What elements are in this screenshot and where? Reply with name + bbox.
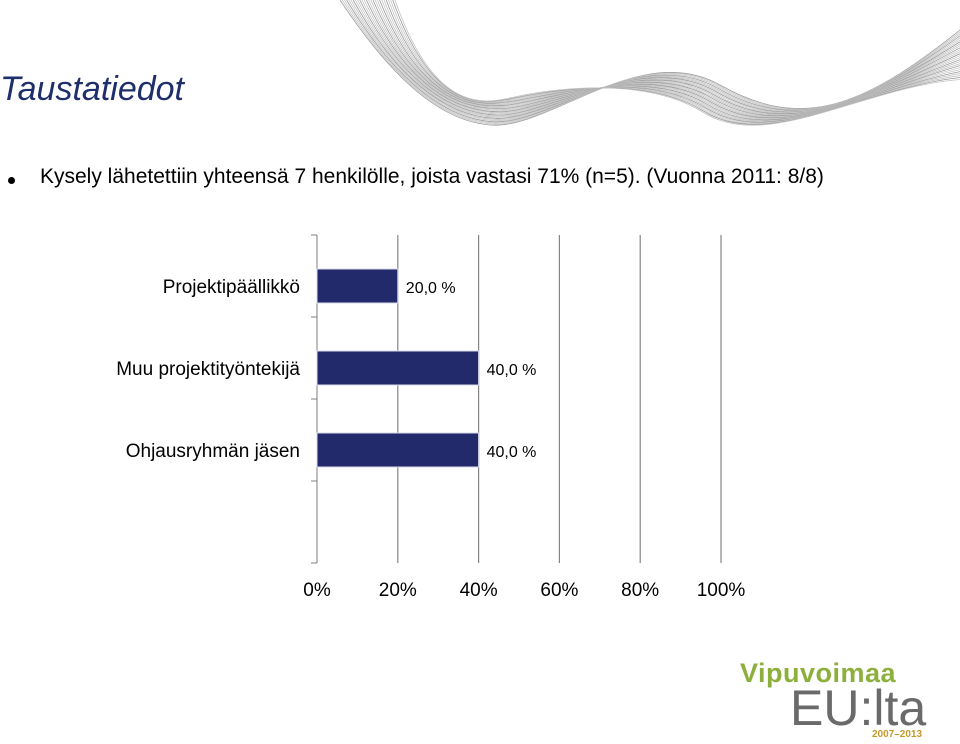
ribbon-line bbox=[394, 0, 960, 126]
vipuvoimaa-eulta-logo: Vipuvoimaa EU:lta 2007–2013 bbox=[730, 655, 950, 744]
category-label: Muu projektityöntekijä bbox=[116, 359, 300, 380]
x-tick-label: 60% bbox=[540, 580, 578, 601]
bar bbox=[316, 350, 480, 386]
x-tick-label: 20% bbox=[379, 580, 417, 601]
x-tick-label: 40% bbox=[460, 580, 498, 601]
decorative-ribbon-graphic bbox=[340, 0, 960, 126]
logo-line1: Vipuvoimaa bbox=[740, 658, 897, 688]
data-label: 40,0 % bbox=[487, 444, 537, 461]
x-tick-label: 80% bbox=[621, 580, 659, 601]
category-label: Ohjausryhmän jäsen bbox=[126, 441, 300, 462]
x-tick-label: 100% bbox=[697, 580, 746, 601]
logo-line2: EU:lta bbox=[790, 680, 927, 736]
data-label: 20,0 % bbox=[406, 280, 456, 297]
data-label: 40,0 % bbox=[487, 362, 537, 379]
logo-years: 2007–2013 bbox=[872, 729, 923, 740]
bullet-text: Kysely lähetettiin yhteensä 7 henkilölle… bbox=[40, 165, 824, 188]
slide-title: Taustatiedot bbox=[0, 70, 184, 108]
bar bbox=[316, 432, 480, 468]
bullet-dot-icon bbox=[8, 177, 15, 184]
category-label: Projektipäällikkö bbox=[163, 277, 300, 298]
x-tick-label: 0% bbox=[303, 580, 331, 601]
bar bbox=[316, 268, 399, 304]
